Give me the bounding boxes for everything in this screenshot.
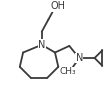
Text: CH₃: CH₃ bbox=[60, 67, 77, 76]
Text: N: N bbox=[38, 40, 46, 50]
Text: OH: OH bbox=[51, 1, 66, 11]
Text: N: N bbox=[75, 53, 83, 63]
